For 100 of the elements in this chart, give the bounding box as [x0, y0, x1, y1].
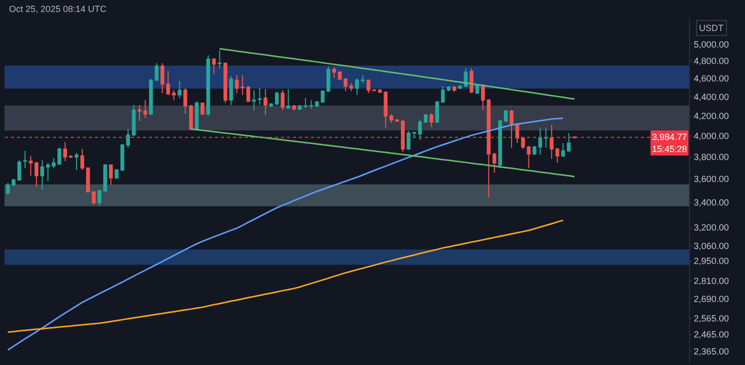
candlestick [52, 157, 56, 168]
text: USDT [699, 23, 724, 33]
candlestick [424, 114, 428, 124]
candlestick [269, 102, 274, 108]
candlestick [63, 141, 67, 162]
y-tick-label: 3,800.00 [694, 152, 729, 162]
candlestick [400, 120, 405, 152]
candlestick [126, 128, 130, 148]
candlestick [189, 104, 193, 131]
candlestick [103, 163, 108, 192]
candlestick [315, 100, 319, 108]
candlestick [360, 74, 365, 84]
candlestick [412, 131, 416, 138]
candlestick [154, 62, 159, 82]
candlestick [561, 142, 565, 158]
candlestick [458, 84, 462, 90]
y-tick-label: 4,400.00 [694, 92, 729, 102]
candlestick [212, 58, 216, 75]
candlestick [34, 162, 38, 188]
y-tick-label: 3,400.00 [694, 198, 729, 208]
candlestick [143, 100, 148, 119]
y-tick-label: 2,465.00 [694, 330, 729, 340]
candlestick [510, 110, 514, 148]
candlestick [274, 92, 279, 106]
y-tick-label: 3,200.00 [694, 222, 729, 233]
candlestick [240, 74, 244, 96]
candlestick [309, 100, 314, 110]
candlestick [286, 88, 290, 110]
line-series [7, 118, 564, 351]
candlestick [486, 98, 491, 198]
candlestick [138, 104, 142, 122]
candlestick [366, 80, 370, 94]
candlestick [355, 78, 359, 96]
candlestick [149, 78, 153, 116]
ref-line-label: 3,984.77 [652, 132, 688, 142]
candlestick [98, 189, 102, 206]
line-series [7, 220, 564, 333]
y-tick-label: 3,060.00 [694, 240, 729, 251]
candlestick [80, 148, 84, 170]
candlestick [178, 80, 182, 99]
candlestick [430, 112, 434, 128]
candlestick [17, 160, 22, 182]
candlestick [550, 124, 554, 160]
candlestick [555, 147, 560, 164]
candlestick [452, 86, 456, 93]
candlestick [435, 100, 440, 124]
candlestick [304, 98, 308, 109]
candlestick [172, 90, 176, 101]
candlestick [406, 130, 410, 150]
y-tick-label: 2,365.00 [694, 346, 729, 357]
candlestick [532, 145, 536, 156]
line-series [218, 48, 576, 100]
candlestick [23, 150, 27, 168]
candlestick [28, 155, 33, 176]
y-tick-label: 4,800.00 [694, 56, 729, 66]
candlestick [46, 162, 50, 182]
chart-title: Oct 25, 2025 08:14 UTC [8, 4, 107, 14]
y-tick-label: 4,600.00 [694, 74, 729, 84]
candlestick [481, 84, 485, 111]
y-tick-label: 4,000.00 [694, 130, 729, 141]
candlestick [194, 100, 199, 131]
candlestick [246, 86, 250, 103]
line-series [190, 128, 576, 178]
y-tick-label: 3,600.00 [694, 174, 729, 184]
candlestick [200, 102, 204, 116]
y-tick-label: 2,565.00 [694, 313, 729, 324]
candlestick [264, 88, 268, 116]
y-tick-label: 2,690.00 [694, 294, 729, 304]
candlestick [234, 74, 239, 94]
candlestick [498, 120, 502, 168]
text: 15:45:28 [652, 144, 688, 154]
candlestick [132, 104, 136, 136]
candlestick [223, 62, 228, 104]
candlestick [320, 90, 325, 104]
candlestick [206, 54, 210, 116]
y-tick-label: 5,000.00 [694, 39, 729, 50]
candlestick [40, 160, 44, 190]
y-tick-label: 2,950.00 [694, 256, 729, 266]
y-tick-label: 4,200.00 [694, 110, 729, 121]
candlestick [86, 167, 90, 192]
candlestick [332, 66, 336, 79]
candlestick [120, 143, 124, 172]
candlestick [504, 110, 508, 123]
candlestick [68, 154, 73, 158]
candlestick [326, 66, 330, 93]
candlestick [566, 132, 571, 152]
candlestick [526, 145, 531, 168]
candlestick [349, 82, 354, 92]
candlestick [492, 152, 496, 174]
candlestick [183, 88, 188, 115]
candlestick [418, 120, 422, 140]
candlestick [108, 164, 113, 186]
candlestick [114, 168, 119, 180]
candlestick [544, 128, 548, 148]
candlestick [258, 88, 262, 106]
candlestick [252, 90, 256, 111]
candlestick [538, 128, 542, 156]
candlestick [229, 76, 233, 106]
candlestick [280, 90, 285, 111]
candlestick [521, 136, 525, 150]
